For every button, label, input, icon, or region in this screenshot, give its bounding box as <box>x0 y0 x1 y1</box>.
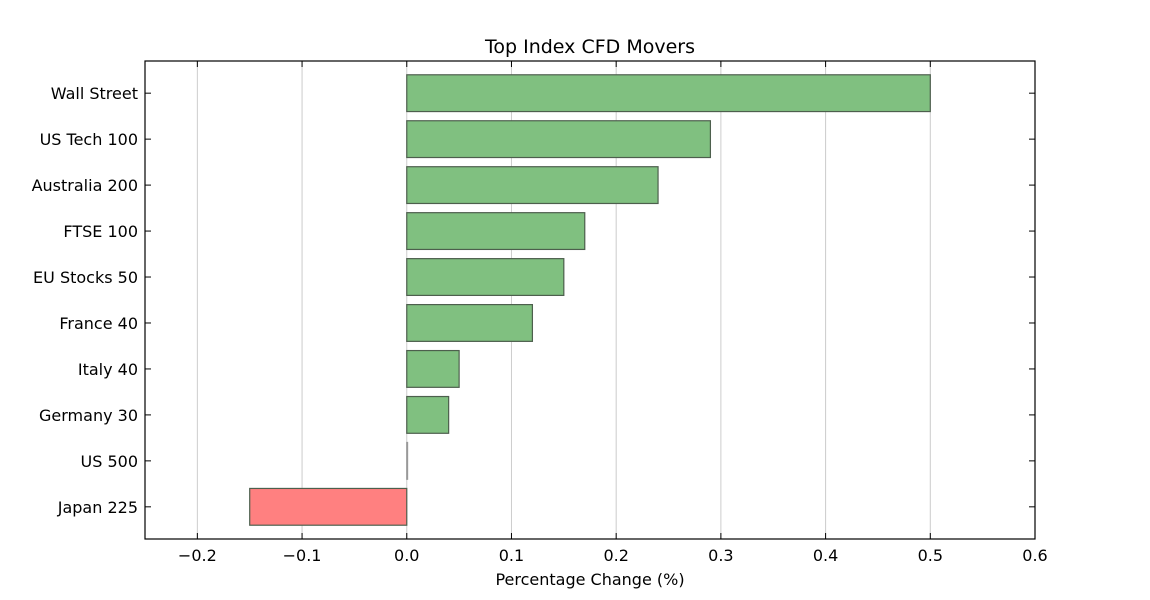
bar <box>406 120 712 159</box>
bar <box>406 166 659 205</box>
x-tick-label: −0.2 <box>178 546 217 565</box>
y-tick-label: EU Stocks 50 <box>33 268 138 287</box>
x-axis-label: Percentage Change (%) <box>495 570 684 589</box>
x-tick-label: 0.6 <box>1022 546 1047 565</box>
y-tick-label: US 500 <box>81 452 139 471</box>
y-tick-label: Australia 200 <box>32 176 138 195</box>
y-tick-label: Germany 30 <box>39 406 138 425</box>
bar <box>406 258 565 297</box>
bar <box>406 303 534 342</box>
bars <box>249 74 931 526</box>
x-tick-label: 0.5 <box>918 546 943 565</box>
y-tick-label: Wall Street <box>51 84 138 103</box>
y-tick-label: FTSE 100 <box>63 222 138 241</box>
bar <box>406 441 409 480</box>
x-tick-label: −0.1 <box>283 546 322 565</box>
x-tick-label: 0.3 <box>708 546 733 565</box>
bar <box>406 349 460 388</box>
plot-frame <box>144 60 1036 540</box>
x-tick-label: 0.4 <box>813 546 838 565</box>
y-tick-label: Japan 225 <box>57 498 138 517</box>
y-tick-label: Italy 40 <box>78 360 138 379</box>
bar <box>406 212 586 251</box>
bar <box>249 487 408 526</box>
bar <box>406 74 931 113</box>
y-tick-label: France 40 <box>59 314 138 333</box>
x-tick-label: 0.2 <box>603 546 628 565</box>
chart-title: Top Index CFD Movers <box>484 36 695 58</box>
x-tick-label: 0.0 <box>394 546 419 565</box>
y-tick-label: US Tech 100 <box>40 130 138 149</box>
ticks: −0.2 −0.1 0.0 0.1 0.2 0.3 0.4 0.5 0.6 Wall Street… <box>32 61 1048 565</box>
bar <box>406 395 450 434</box>
x-tick-label: 0.1 <box>499 546 524 565</box>
